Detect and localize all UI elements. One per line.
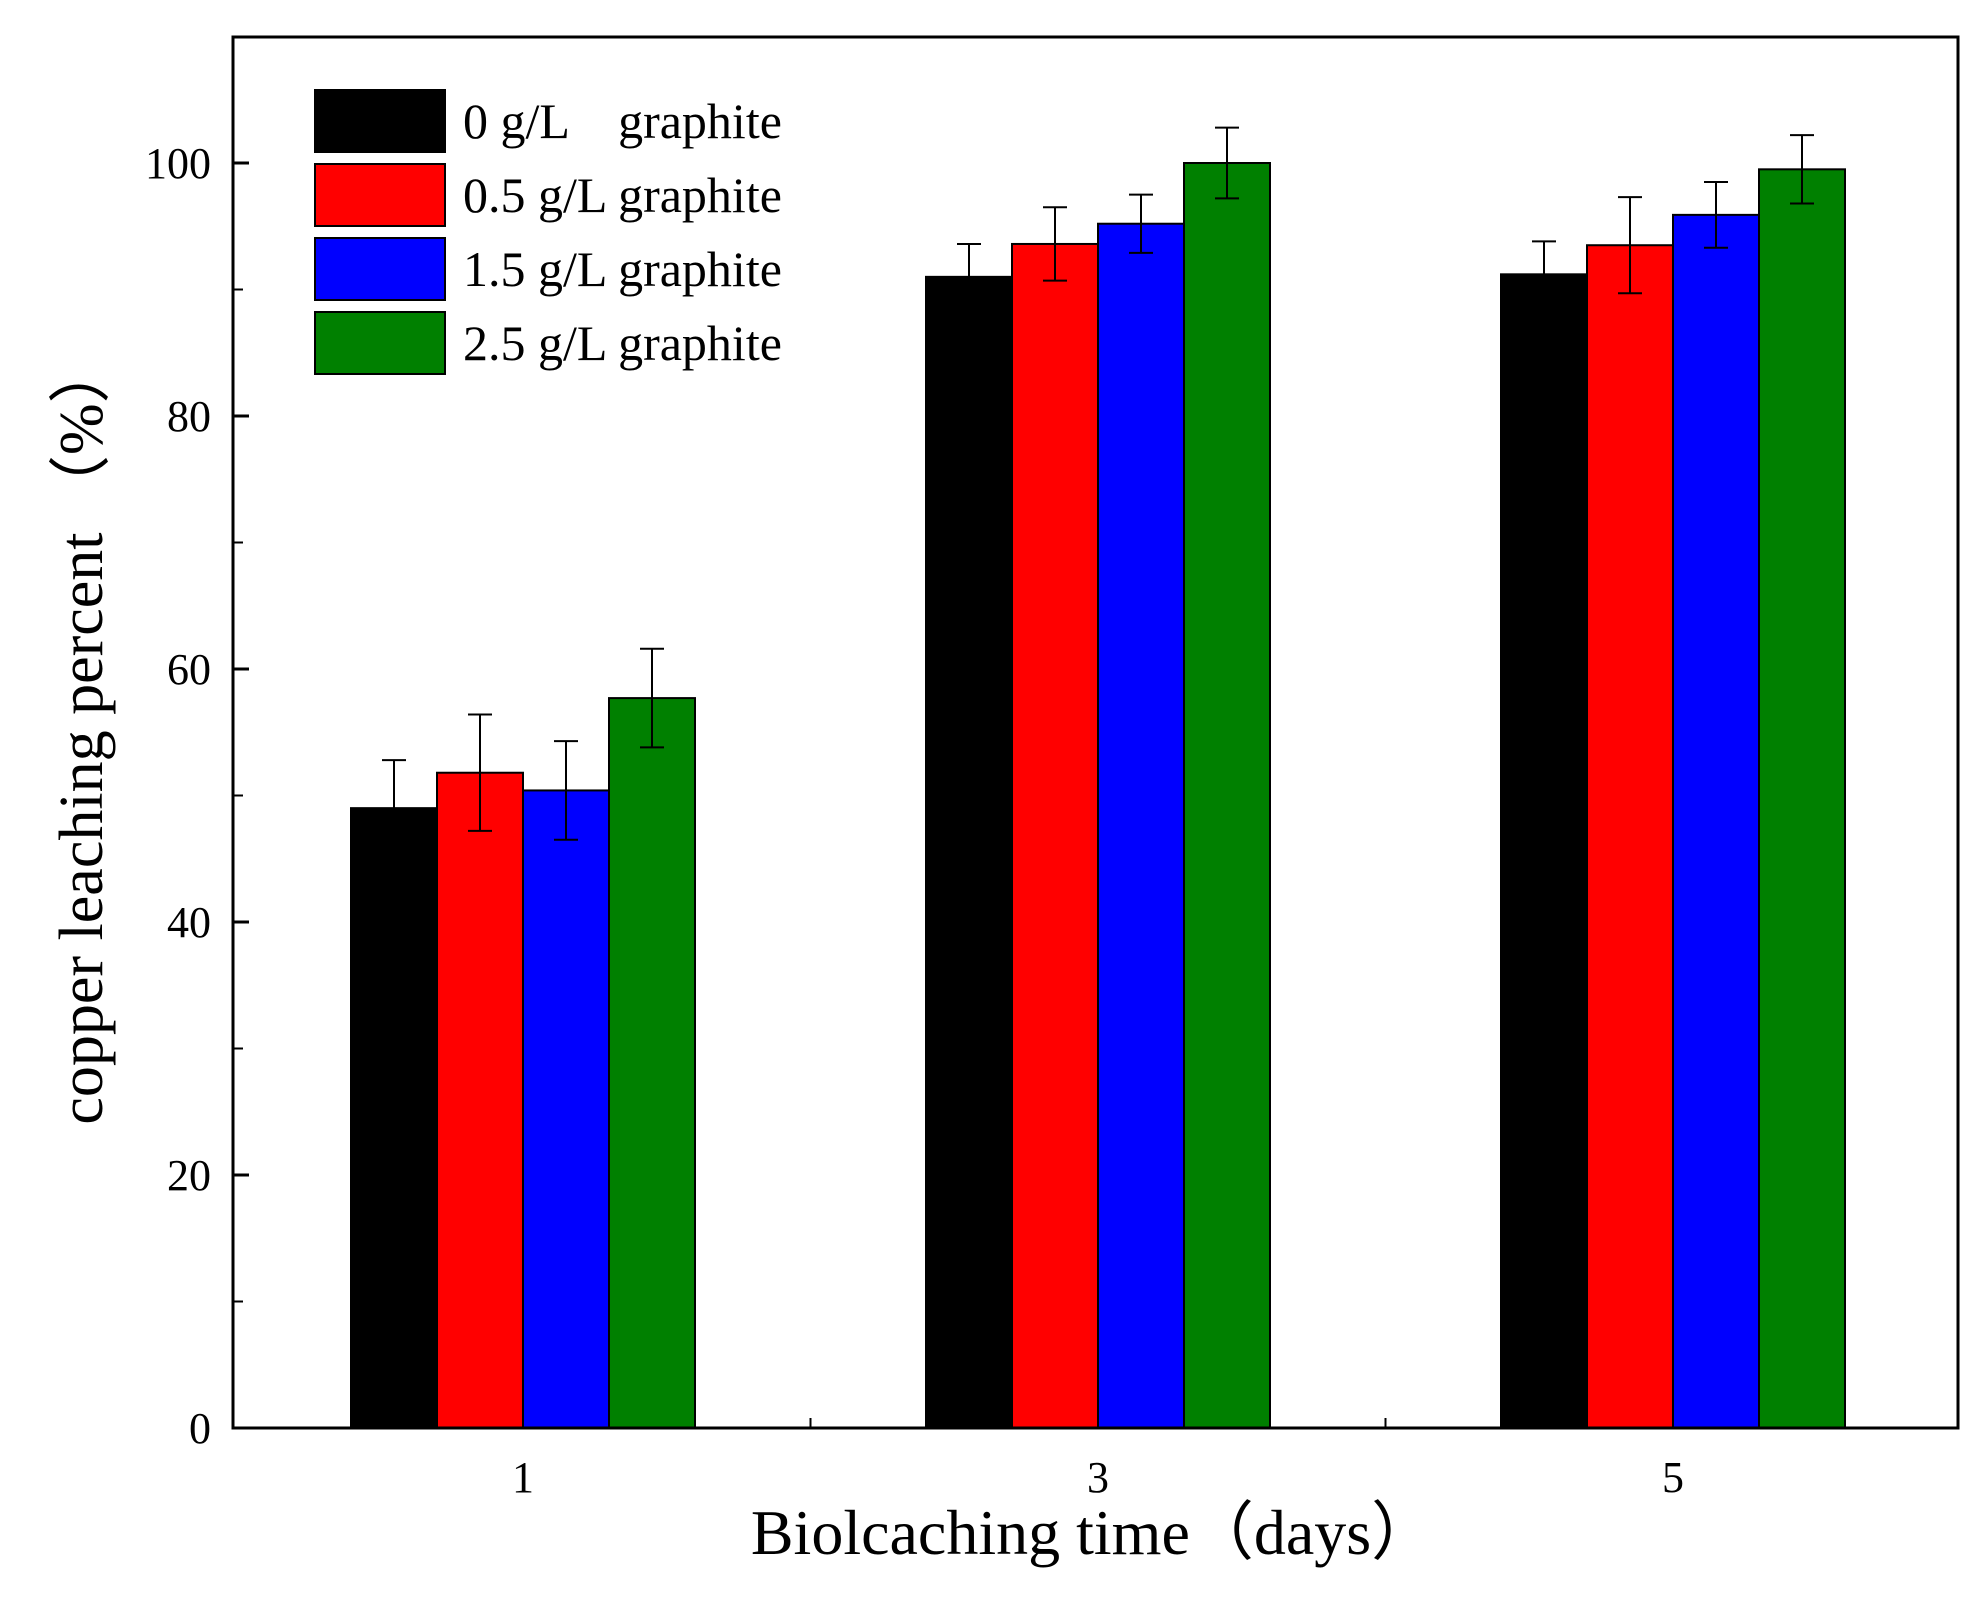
bars-layer [350,162,1846,1430]
error-bar-day1-series3 [554,740,578,841]
y-tick-label: 40 [167,898,211,947]
bar-day3-series1 [925,275,1013,1430]
error-bar-day1-series1 [382,759,406,858]
y-tick-label: 80 [167,392,211,441]
legend-label: 0 g/L graphite [463,93,782,149]
bar-day5-series1 [1500,273,1588,1430]
legend-swatch [314,163,446,227]
y-tick-label: 0 [189,1404,211,1453]
legend-swatch [314,311,446,375]
y-tick-label: 60 [167,645,211,694]
error-bar-day3-series4 [1215,126,1239,200]
error-bar-day5-series3 [1704,180,1728,249]
y-tick-label: 100 [145,139,211,188]
plot-frame [231,35,1960,1430]
error-bar-day1-series4 [640,647,664,749]
bar-day5-series4 [1758,168,1846,1430]
bar-day3-series4 [1183,162,1271,1429]
error-bars-layer [382,126,1814,858]
error-bar-day5-series1 [1532,240,1556,309]
legend-swatch [314,89,446,153]
legend-item-3: 1.5 g/L graphite [314,237,782,301]
legend-item-1: 0 g/L graphite [314,89,782,153]
bar-day5-series3 [1672,213,1760,1430]
error-bar-day5-series2 [1618,196,1642,295]
bar-day3-series3 [1097,222,1185,1430]
x-tick-label-5: 5 [1662,1453,1684,1502]
bar-day1-series2 [436,771,524,1429]
bar-day5-series2 [1586,244,1674,1430]
bar-day1-series1 [350,807,438,1429]
x-tick-label-3: 3 [1087,1453,1109,1502]
bar-day1-series4 [608,697,696,1429]
legend-item-2: 0.5 g/L graphite [314,163,782,227]
error-bar-day1-series2 [468,713,492,832]
error-bar-day3-series1 [957,242,981,311]
legend-label: 1.5 g/L graphite [463,241,782,297]
error-bar-day5-series4 [1790,134,1814,205]
x-axis-title: Biolcaching time（days） [751,1497,1435,1568]
y-axis: 0 20 40 60 80 100 [145,139,249,1453]
bar-day3-series2 [1011,242,1099,1430]
legend-swatch [314,237,446,301]
legend-item-4: 2.5 g/L graphite [314,311,782,375]
legend-label: 0.5 g/L graphite [463,167,782,223]
legend-label: 2.5 g/L graphite [463,315,782,371]
x-axis: 1 3 5 [512,1418,1684,1502]
y-axis-title: copper leaching percent （%） [48,341,116,1124]
x-tick-label-1: 1 [512,1453,534,1502]
error-bar-day3-series3 [1129,193,1153,254]
bar-day1-series3 [522,789,610,1429]
legend: 0 g/L graphite 0.5 g/L graphite 1.5 g/L gr… [314,89,782,375]
y-tick-label: 20 [167,1151,211,1200]
error-bar-day3-series2 [1043,206,1067,282]
